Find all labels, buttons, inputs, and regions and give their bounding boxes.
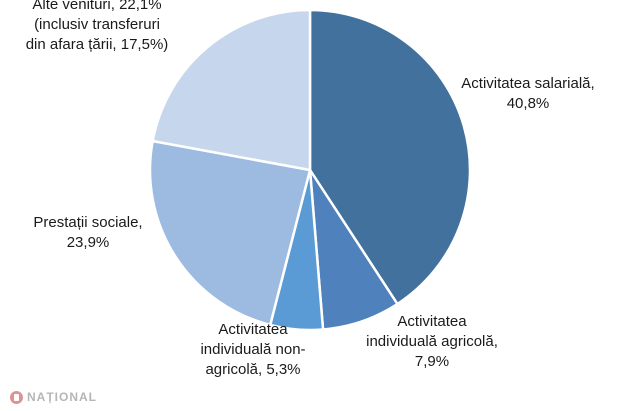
- pie-slice-label-line: Activitatea: [397, 313, 467, 330]
- pie-slice-label-5: Alte venituri, 22,1% (inclusiv transferur…: [26, 0, 169, 53]
- pie-slice-5: [151, 8, 312, 172]
- pie-slice-label-3: Activitatea individuală non-agricolă, 5,3…: [200, 321, 305, 378]
- pie-slice-label-line: agricolă, 5,3%: [205, 361, 300, 378]
- pie-slice-label-line: din afara țării, 17,5%): [26, 36, 169, 53]
- pie-slice-label-line: Activitatea: [218, 321, 288, 338]
- pie-labels: Activitatea salarială, 40,8% Activitatea in…: [26, 0, 595, 378]
- pie-slices: [148, 8, 472, 332]
- pie-slice-label-line: individuală agricolă,: [366, 333, 498, 350]
- watermark-icon: [10, 390, 23, 404]
- pie-slice-label-2: Activitatea individuală agricolă, 7,9%: [366, 313, 498, 370]
- pie-slice-label-line: 7,9%: [415, 353, 449, 370]
- pie-slice-label-line: Alte venituri, 22,1%: [32, 0, 161, 13]
- pie-slice-label-line: individuală non-: [200, 341, 305, 358]
- pie-slice-label-line: Activitatea salarială,: [461, 75, 594, 92]
- pie-slice-label-line: Prestații sociale,: [33, 214, 142, 231]
- pie-slice-4: [148, 139, 312, 327]
- pie-slice-label-line: 40,8%: [507, 95, 550, 112]
- watermark-logo: NAȚIONAL: [10, 390, 97, 404]
- pie-slice-label-line: 23,9%: [67, 234, 110, 251]
- pie-slice-label-line: (inclusiv transferuri: [34, 16, 160, 33]
- pie-slice-label-1: Activitatea salarială, 40,8%: [461, 75, 594, 112]
- pie-slice-label-4: Prestații sociale, 23,9%: [33, 214, 142, 251]
- watermark-text: NAȚIONAL: [27, 390, 97, 404]
